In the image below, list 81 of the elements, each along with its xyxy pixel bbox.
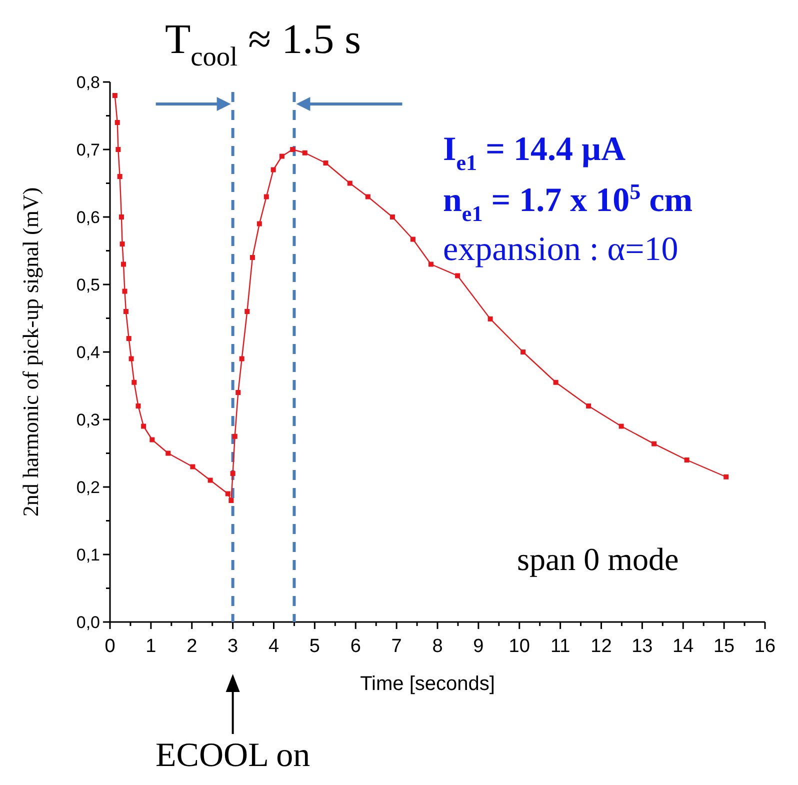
annotation: expansion : α=10 [443,231,678,268]
point [239,356,244,362]
point [279,154,284,159]
point [302,150,308,156]
point [586,404,592,408]
x-tick-label: 8 [432,636,443,657]
annotation: n$_{e1}$ = 1.7 x 10$^{5}$ cm [443,179,693,226]
x-tick-label: 4 [268,636,280,657]
point [230,471,236,476]
point [117,174,122,179]
point [347,180,352,186]
point [428,262,434,267]
y-axis-title: 2nd harmonic of pick-up signal (mV) [18,187,43,517]
point [122,288,128,294]
point [126,336,132,341]
point [365,194,370,200]
x-axis-title: Time [seconds] [360,673,495,695]
x-tick-label: 13 [632,636,653,657]
x-tick-label: 6 [350,636,361,657]
y-tick-label: 0,0 [76,613,100,632]
point [128,356,134,362]
x-tick-label: 5 [309,636,320,657]
point [455,273,460,278]
x-tick-label: 10 [508,636,530,657]
point [270,167,276,172]
point [390,214,395,220]
point [190,464,196,470]
point [724,474,729,480]
point [520,350,526,354]
point [232,434,238,439]
x-tick-label: 9 [473,636,484,657]
x-tick-label: 14 [672,636,694,657]
point [652,441,657,446]
point [136,404,141,408]
y-tick-label: 0,7 [76,140,100,160]
point [141,424,146,429]
chart-title: T$_{cool}$ ≈ 1.5 s [164,17,362,72]
annotation: span 0 mode [517,541,679,577]
y-tick-label: 0,3 [76,410,100,430]
point [225,491,230,496]
y-tick-label: 0,2 [76,478,100,497]
point [132,380,137,385]
point [116,147,121,152]
x-tick-label: 3 [228,636,238,657]
point [684,458,690,462]
point [112,93,118,98]
point [264,194,269,200]
text: ECOOL on [156,737,310,774]
x-tick-label: 1 [146,636,156,657]
annotation: I$_{e1}$ = 14.4 µA [443,131,626,176]
point [120,242,125,246]
y-tick-label: 0,8 [76,73,100,92]
x-tick-label: 15 [713,636,735,657]
point [123,309,128,314]
point [166,450,171,456]
point [256,221,262,226]
x-tick-label: 16 [754,636,776,657]
point [290,147,296,152]
x-tick-label: 12 [590,636,612,657]
y-tick-label: 0,4 [76,343,100,362]
point [150,437,155,442]
x-tick-label: 11 [550,636,570,657]
x-tick-label: 0 [104,636,116,657]
point [410,236,416,242]
y-tick-label: 0,1 [76,546,100,564]
point [553,380,558,385]
point [250,255,255,260]
x-tick-label: 7 [391,636,402,657]
point [236,390,241,395]
point [323,160,328,166]
point [228,498,234,503]
y-tick-label: 0,5 [76,276,100,294]
point [618,424,624,429]
x-tick-label: 2 [186,636,198,657]
point [114,120,120,125]
point [244,309,250,314]
point [208,478,213,483]
point [118,214,124,220]
point [488,316,493,322]
point [121,262,126,267]
y-tick-label: 0,6 [76,208,100,227]
